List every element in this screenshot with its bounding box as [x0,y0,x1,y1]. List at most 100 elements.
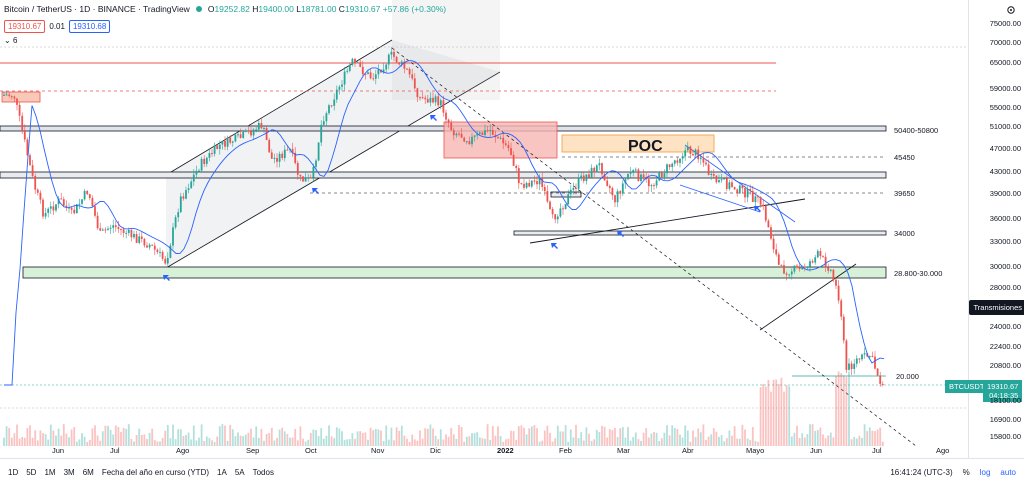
range-ytd[interactable]: Fecha del año en curso (YTD) [102,468,209,477]
price-tick: 33000.00 [990,237,1021,246]
candle-body [362,67,364,74]
candle-body [157,250,159,252]
candle-body [861,354,863,359]
candle-body [203,159,205,164]
clock[interactable]: 16:41:24 (UTC-3) [890,468,952,477]
candle-body [346,71,348,72]
range-1m[interactable]: 1M [44,468,55,477]
log-toggle[interactable]: log [980,468,991,477]
range-5d[interactable]: 5D [26,468,36,477]
candle-body [565,204,567,209]
volume-bar [773,380,775,446]
candle-body [320,125,322,143]
candle-body [339,87,341,90]
price-chart[interactable] [0,0,968,458]
sell-button[interactable]: 19310.67 [4,20,45,33]
candle-body [258,123,260,130]
candle-body [484,130,486,135]
candle-body [708,164,710,175]
gear-icon[interactable] [1005,4,1017,16]
candle-body [19,105,21,116]
range-1y[interactable]: 1A [217,468,227,477]
candle-body [211,153,213,154]
candle-body [414,78,416,88]
candle-body [682,156,684,158]
candle-body [794,266,796,272]
price-tick: 36000.00 [990,214,1021,223]
candle-body [575,188,577,189]
price-tick: 65000.00 [990,58,1021,67]
candle-body [843,317,845,341]
candle-body [614,195,616,202]
candle-body [560,208,562,216]
candle-body [752,191,754,202]
candle-body [534,181,536,182]
candle-body [557,217,559,220]
candle-body [333,100,335,106]
candle-body [835,280,837,286]
price-tick: 43000.00 [990,167,1021,176]
candle-body [281,154,283,158]
time-tick: Jun [52,446,64,455]
price-tick: 22400.00 [990,342,1021,351]
auto-toggle[interactable]: auto [1000,468,1016,477]
time-tick: Nov [371,446,384,455]
candle-body [315,160,317,166]
candle-body [588,174,590,177]
candle-body [448,120,450,123]
range-6m[interactable]: 6M [83,468,94,477]
candle-body [648,179,650,186]
candle-body [94,206,96,215]
candle-body [695,150,697,156]
candle-body [188,188,190,190]
percent-toggle[interactable]: % [963,468,970,477]
candle-body [536,181,538,184]
candle-body [544,187,546,191]
candle-body [435,96,437,102]
zone-34000 [514,231,886,235]
symbol-title[interactable]: Bitcoin / TetherUS · 1D · BINANCE · Trad… [4,4,190,14]
ohlc-values: O19252.82 H19400.00 L18781.00 C19310.67 … [208,4,446,14]
candle-body [822,256,824,257]
market-open-icon [196,6,202,12]
candle-body [341,85,343,87]
candle-body [510,148,512,155]
candle-body [781,265,783,266]
candle-body [638,170,640,181]
price-axis[interactable]: Transmisiones BTCUSDT 19310.67 04:18:35 … [968,0,1024,458]
candle-body [479,132,481,133]
candle-body [552,209,554,214]
volume-bar [835,376,837,446]
indicator-toggle[interactable]: ⌄ 6 [4,36,17,45]
candle-body [697,150,699,160]
candle-body [128,230,130,233]
candle-body [378,70,380,75]
range-all[interactable]: Todos [253,468,274,477]
range-1d[interactable]: 1D [8,468,18,477]
candle-body [144,239,146,246]
candle-body [669,164,671,167]
candle-body [352,59,354,65]
candle-body [830,270,832,271]
candle-body [606,181,608,186]
grey-shade-top [392,0,500,100]
volume-bar [843,375,845,446]
candle-body [679,159,681,163]
chart-area[interactable]: Bitcoin / TetherUS · 1D · BINANCE · Trad… [0,0,968,458]
candle-body [744,188,746,197]
buy-button[interactable]: 19310.68 [69,20,110,33]
candle-body [141,236,143,239]
candle-body [445,113,447,120]
zone-50400 [0,126,886,131]
candle-body [118,227,120,229]
candle-body [755,196,757,202]
candle-body [164,259,166,264]
candle-body [89,194,91,198]
range-5y[interactable]: 5A [235,468,245,477]
candle-body [151,245,153,246]
range-3m[interactable]: 3M [64,468,75,477]
price-tick: 51000.00 [990,122,1021,131]
candle-body [328,105,330,113]
candle-body [196,171,198,175]
